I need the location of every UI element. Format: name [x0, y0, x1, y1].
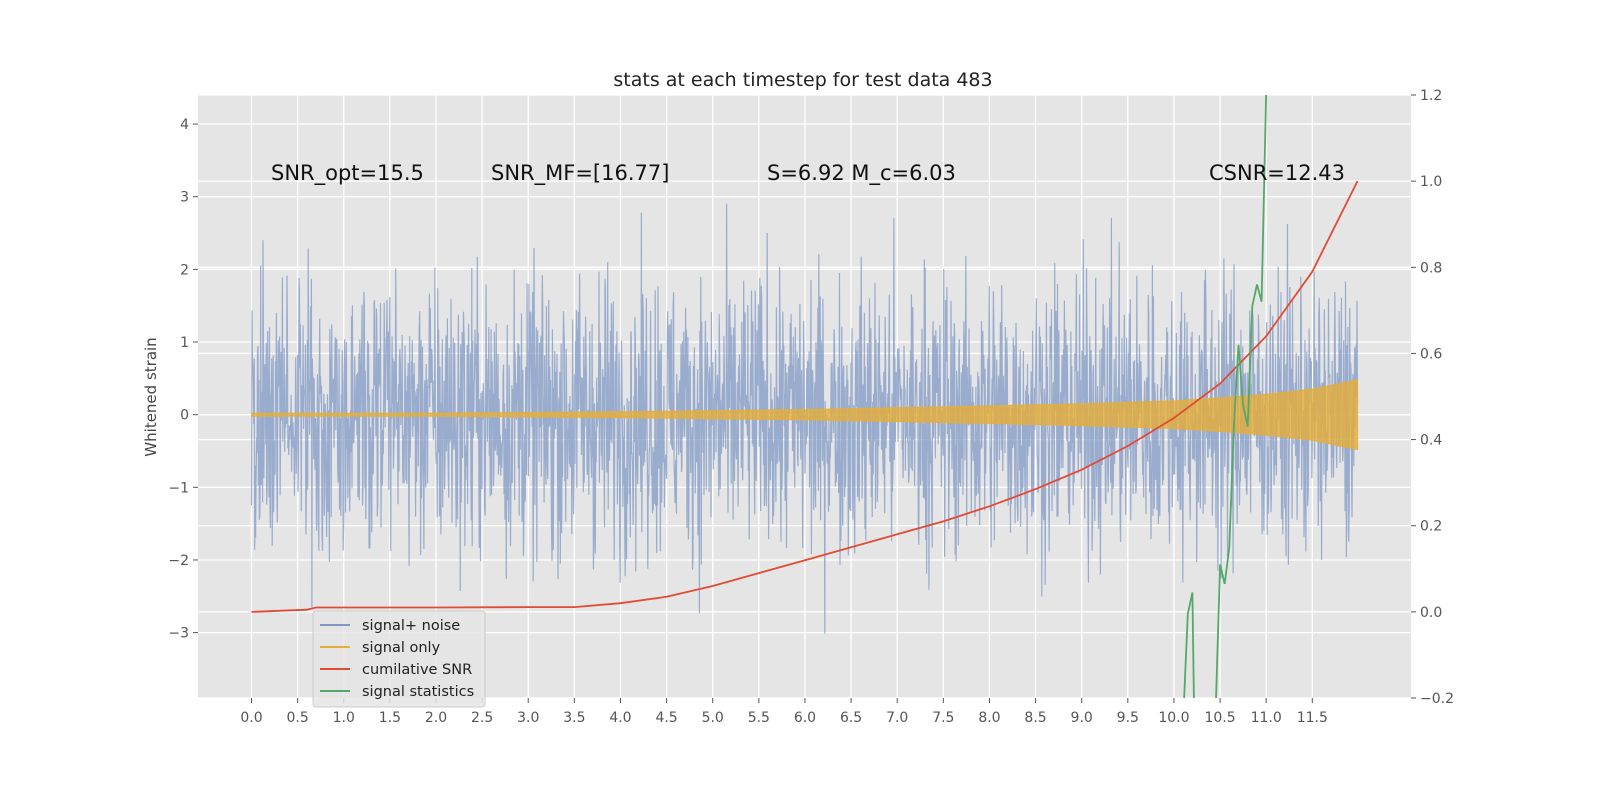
- x-tick-label: 10.0: [1158, 710, 1189, 726]
- annotations: SNR_opt=15.5 SNR_MF=[16.77] S=6.92 M_c=6.0…: [271, 161, 1345, 186]
- legend-label: signal+ noise: [362, 618, 460, 634]
- x-tick-label: 0.5: [286, 710, 308, 726]
- x-tick-label: 8.5: [1024, 710, 1046, 726]
- y-axis-ticks: 4 3 2 1 0 −1 −2 −3: [168, 117, 198, 642]
- annotation-text: SNR_opt=15.5: [271, 161, 424, 186]
- y-tick-label: 1: [180, 335, 189, 351]
- annotation-text: S=6.92 M_c=6.03: [767, 161, 956, 186]
- x-tick-label: 6.5: [840, 710, 862, 726]
- plot-series: [250, 95, 1359, 698]
- y-axis-label: Whitened strain: [142, 337, 160, 456]
- x-tick-label: 9.0: [1071, 710, 1093, 726]
- x-tick-label: 2.5: [471, 710, 493, 726]
- y-right-tick-label: 0.6: [1420, 346, 1442, 362]
- x-tick-label: 4.5: [655, 710, 677, 726]
- x-tick-label: 7.0: [886, 710, 908, 726]
- y-right-tick-label: 0.4: [1420, 433, 1442, 449]
- x-tick-label: 3.0: [517, 710, 539, 726]
- series-cumulative-snr-line: [251, 180, 1359, 613]
- legend-label: signal statistics: [362, 684, 474, 700]
- y-right-tick-label: 1.0: [1420, 174, 1442, 190]
- y-tick-label: −2: [168, 553, 189, 569]
- legend-box: [312, 610, 486, 708]
- x-tick-label: 4.0: [609, 710, 631, 726]
- series-signal-only-band: [251, 379, 1358, 451]
- y-tick-label: 3: [180, 190, 189, 206]
- y-right-tick-label: 0.0: [1420, 605, 1442, 621]
- x-tick-label: 2.0: [425, 710, 447, 726]
- y-tick-label: 0: [180, 408, 189, 424]
- legend: signal+ noise signal only cumilative SNR si…: [312, 610, 486, 708]
- x-tick-label: 5.0: [702, 710, 724, 726]
- y-tick-label: 4: [180, 117, 189, 133]
- x-tick-label: 11.5: [1297, 710, 1328, 726]
- y-right-tick-label: 0.8: [1420, 260, 1442, 276]
- y-right-tick-label: −0.2: [1420, 691, 1454, 707]
- x-tick-label: 11.0: [1251, 710, 1282, 726]
- x-tick-label: 7.5: [932, 710, 954, 726]
- y-tick-label: −3: [168, 626, 189, 642]
- x-tick-label: 9.5: [1117, 710, 1139, 726]
- legend-label: signal only: [362, 640, 441, 656]
- x-tick-label: 5.5: [748, 710, 770, 726]
- legend-label: cumilative SNR: [362, 662, 472, 678]
- x-tick-label: 10.5: [1204, 710, 1235, 726]
- annotation-text: SNR_MF=[16.77]: [491, 161, 669, 186]
- annotation-text: CSNR=12.43: [1209, 161, 1345, 185]
- y-tick-label: 2: [180, 262, 189, 278]
- x-tick-label: 1.0: [333, 710, 355, 726]
- x-tick-label: 6.0: [794, 710, 816, 726]
- y-tick-label: −1: [168, 480, 189, 496]
- series-signal-statistics-line: [1183, 95, 1268, 698]
- x-tick-label: 0.0: [240, 710, 262, 726]
- y-right-tick-label: 1.2: [1420, 88, 1442, 104]
- x-axis-ticks: 0.0 0.5 1.0 1.5 2.0 2.5 3.0 3.5 4.0 4.5 5.0 5.5 6.0 6…: [240, 698, 1328, 726]
- x-tick-label: 1.5: [379, 710, 401, 726]
- y-right-axis-ticks: 1.2 1.0 0.8 0.6 0.4 0.2 0.0 −0.2: [1411, 88, 1454, 707]
- chart-title: stats at each timestep for test data 483: [613, 69, 992, 91]
- y-right-tick-label: 0.2: [1420, 519, 1442, 535]
- x-tick-label: 8.0: [978, 710, 1000, 726]
- x-tick-label: 3.5: [563, 710, 585, 726]
